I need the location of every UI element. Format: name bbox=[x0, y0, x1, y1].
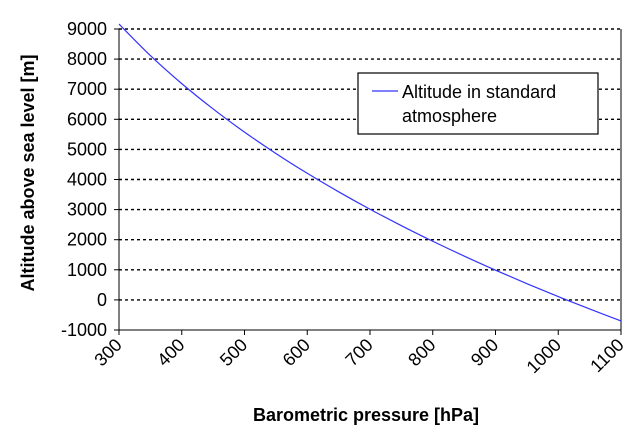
y-axis-label: Altitude above sea level [m] bbox=[18, 54, 38, 291]
x-tick-label: 700 bbox=[341, 335, 376, 370]
y-tick-label: 8000 bbox=[67, 49, 107, 69]
x-tick-label: 400 bbox=[153, 335, 188, 370]
x-tick-label: 500 bbox=[216, 335, 251, 370]
x-tick-label: 1100 bbox=[586, 335, 628, 377]
y-tick-label: 0 bbox=[97, 290, 107, 310]
y-tick-label: 2000 bbox=[67, 230, 107, 250]
x-tick-label: 600 bbox=[279, 335, 314, 370]
y-tick-label: 9000 bbox=[67, 19, 107, 39]
y-tick-label: 1000 bbox=[67, 260, 107, 280]
x-axis-label: Barometric pressure [hPa] bbox=[253, 405, 479, 425]
x-tick-label: 900 bbox=[467, 335, 502, 370]
y-tick-label: 4000 bbox=[67, 170, 107, 190]
legend-box bbox=[357, 72, 599, 135]
legend: Altitude in standard atmosphere bbox=[357, 72, 599, 135]
y-tick-label: 3000 bbox=[67, 200, 107, 220]
y-tick-label: 7000 bbox=[67, 79, 107, 99]
series-line bbox=[118, 23, 622, 322]
legend-series-label: Altitude in standard atmosphere bbox=[402, 82, 561, 126]
x-tick-label: 800 bbox=[404, 335, 439, 370]
y-tick-label: -1000 bbox=[61, 320, 107, 340]
y-tick-label: 5000 bbox=[67, 139, 107, 159]
x-tick-label: 1000 bbox=[523, 335, 565, 377]
y-tick-label: 6000 bbox=[67, 109, 107, 129]
